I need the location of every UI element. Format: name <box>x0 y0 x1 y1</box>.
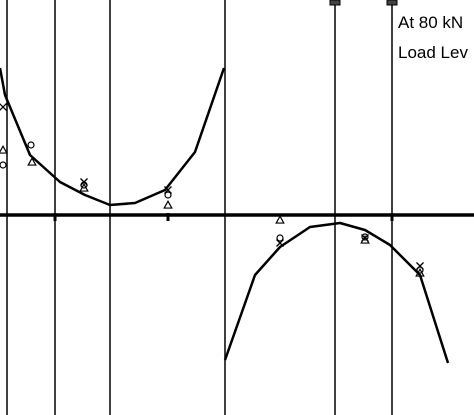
triangle-marker <box>79 182 89 192</box>
curves <box>0 67 450 364</box>
triangle-marker <box>360 234 370 244</box>
circle-marker <box>80 181 88 189</box>
circle-marker <box>361 233 369 241</box>
triangle-marker <box>27 156 37 166</box>
triangle-marker <box>0 144 8 154</box>
circle-marker <box>416 266 424 274</box>
top-marker <box>386 0 398 6</box>
triangle-marker <box>415 267 425 277</box>
annotation-line-1: At 80 kN <box>398 13 463 32</box>
circle-marker <box>164 191 172 199</box>
circle-marker <box>27 141 35 149</box>
baseline-axis <box>0 0 474 221</box>
triangle-marker <box>163 199 173 209</box>
curve-segment <box>0 67 226 207</box>
x-marker <box>0 103 7 111</box>
grid-lines <box>6 0 393 415</box>
top-marker <box>329 0 341 6</box>
circle-marker <box>276 234 284 242</box>
annotation-line-2: Load Lev <box>398 43 468 62</box>
circle-marker <box>0 161 7 169</box>
markers <box>0 103 425 277</box>
curve-segment <box>223 221 450 364</box>
triangle-marker <box>275 214 285 224</box>
